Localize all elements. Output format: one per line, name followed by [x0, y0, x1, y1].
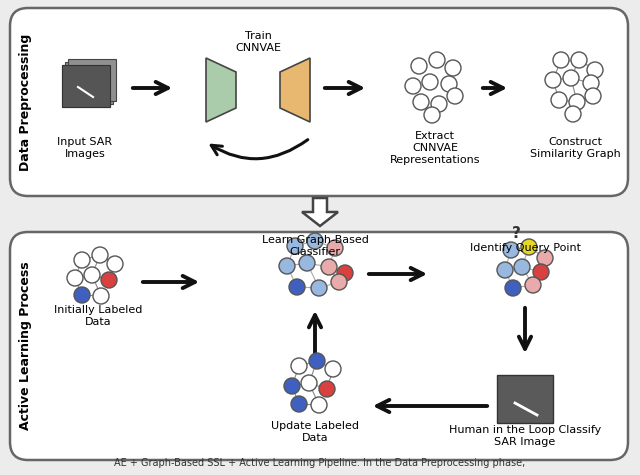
- Circle shape: [545, 72, 561, 88]
- Text: Construct
Similarity Graph: Construct Similarity Graph: [530, 137, 620, 159]
- Circle shape: [107, 256, 123, 272]
- Circle shape: [74, 287, 90, 303]
- Circle shape: [422, 74, 438, 90]
- Circle shape: [331, 274, 347, 290]
- Circle shape: [101, 272, 117, 288]
- Circle shape: [67, 270, 83, 286]
- Circle shape: [413, 94, 429, 110]
- Text: Extract
CNNVAE
Representations: Extract CNNVAE Representations: [390, 132, 480, 165]
- Circle shape: [571, 52, 587, 68]
- Circle shape: [533, 264, 549, 280]
- Circle shape: [447, 88, 463, 104]
- Polygon shape: [280, 58, 310, 122]
- Circle shape: [429, 52, 445, 68]
- Bar: [497, 375, 553, 423]
- Circle shape: [587, 62, 603, 78]
- Circle shape: [583, 75, 599, 91]
- Circle shape: [503, 242, 519, 258]
- Circle shape: [551, 92, 567, 108]
- Circle shape: [309, 353, 325, 369]
- Text: AE + Graph-Based SSL + Active Learning Pipeline. In the Data Preprocessing phase: AE + Graph-Based SSL + Active Learning P…: [115, 458, 525, 468]
- Bar: [65, 62, 113, 104]
- Text: Data Preprocessing: Data Preprocessing: [19, 33, 33, 171]
- Circle shape: [284, 378, 300, 394]
- Circle shape: [497, 262, 513, 278]
- Circle shape: [431, 96, 447, 112]
- Circle shape: [279, 258, 295, 274]
- Text: Initially Labeled
Data: Initially Labeled Data: [54, 305, 142, 327]
- Text: ?: ?: [511, 227, 520, 241]
- Circle shape: [337, 265, 353, 281]
- Circle shape: [405, 78, 421, 94]
- Circle shape: [553, 52, 569, 68]
- Polygon shape: [206, 58, 236, 122]
- Circle shape: [565, 106, 581, 122]
- Circle shape: [327, 240, 343, 256]
- Circle shape: [411, 58, 427, 74]
- Circle shape: [92, 247, 108, 263]
- Circle shape: [319, 381, 335, 397]
- Circle shape: [299, 255, 315, 271]
- Text: Train
CNNVAE: Train CNNVAE: [235, 31, 281, 53]
- Circle shape: [521, 239, 537, 255]
- Circle shape: [321, 259, 337, 275]
- FancyBboxPatch shape: [10, 232, 628, 460]
- Text: Learn Graph-Based
Classifier: Learn Graph-Based Classifier: [262, 235, 369, 257]
- Circle shape: [525, 277, 541, 293]
- Bar: [62, 65, 110, 107]
- FancyBboxPatch shape: [10, 8, 628, 196]
- Circle shape: [424, 107, 440, 123]
- Polygon shape: [302, 198, 338, 226]
- Circle shape: [325, 361, 341, 377]
- Circle shape: [569, 94, 585, 110]
- Circle shape: [84, 267, 100, 283]
- Circle shape: [585, 88, 601, 104]
- Text: Active Learning Process: Active Learning Process: [19, 262, 33, 430]
- Circle shape: [537, 250, 553, 266]
- Circle shape: [445, 60, 461, 76]
- Text: Identify Query Point: Identify Query Point: [470, 243, 580, 253]
- Circle shape: [505, 280, 521, 296]
- Circle shape: [289, 279, 305, 295]
- Circle shape: [301, 375, 317, 391]
- Circle shape: [291, 396, 307, 412]
- Circle shape: [93, 288, 109, 304]
- Bar: [62, 65, 110, 107]
- Text: Human in the Loop Classify
SAR Image: Human in the Loop Classify SAR Image: [449, 425, 601, 447]
- Circle shape: [74, 252, 90, 268]
- Circle shape: [441, 76, 457, 92]
- Circle shape: [563, 70, 579, 86]
- Text: Input SAR
Images: Input SAR Images: [58, 137, 113, 159]
- Circle shape: [291, 358, 307, 374]
- Circle shape: [287, 238, 303, 254]
- Text: Update Labeled
Data: Update Labeled Data: [271, 421, 359, 443]
- Circle shape: [514, 259, 530, 275]
- Circle shape: [307, 233, 323, 249]
- Circle shape: [311, 397, 327, 413]
- Bar: [68, 59, 116, 101]
- Circle shape: [311, 280, 327, 296]
